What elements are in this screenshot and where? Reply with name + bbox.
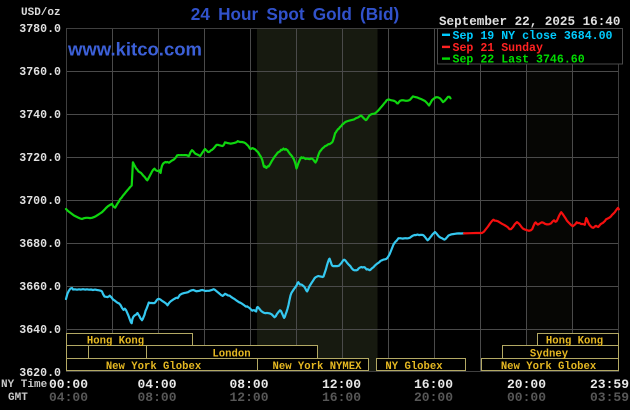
svg-text:12:00: 12:00 — [322, 377, 361, 392]
svg-text:3660.0: 3660.0 — [19, 281, 61, 294]
svg-text:3760.0: 3760.0 — [19, 66, 61, 79]
svg-text:NY Globex: NY Globex — [385, 361, 443, 373]
svg-text:00:00: 00:00 — [49, 377, 88, 392]
svg-text:20:00: 20:00 — [507, 377, 546, 392]
svg-text:Sydney: Sydney — [530, 348, 569, 360]
svg-text:23:59: 23:59 — [590, 377, 629, 392]
svg-text:04:00: 04:00 — [137, 377, 176, 392]
svg-text:04:00: 04:00 — [49, 390, 88, 405]
svg-text:16:00: 16:00 — [414, 377, 453, 392]
svg-text:Hong Kong: Hong Kong — [546, 335, 603, 347]
svg-text:08:00: 08:00 — [137, 390, 176, 405]
svg-text:3780.0: 3780.0 — [19, 23, 61, 36]
svg-text:20:00: 20:00 — [414, 390, 453, 405]
svg-text:New York Globex: New York Globex — [501, 361, 597, 373]
svg-text:03:59: 03:59 — [590, 390, 629, 405]
svg-text:www.kitco.com: www.kitco.com — [67, 39, 202, 60]
svg-text:3640.0: 3640.0 — [19, 324, 61, 337]
svg-text:3720.0: 3720.0 — [19, 152, 61, 165]
svg-text:GMT: GMT — [8, 392, 28, 404]
svg-text:Sep 19 NY close 3684.00: Sep 19 NY close 3684.00 — [453, 30, 613, 43]
svg-text:Hong Kong: Hong Kong — [87, 335, 144, 347]
svg-text:3680.0: 3680.0 — [19, 238, 61, 251]
svg-text:3620.0: 3620.0 — [19, 367, 61, 380]
svg-text:12:00: 12:00 — [229, 390, 268, 405]
svg-text:Sep 21 Sunday: Sep 21 Sunday — [453, 42, 543, 55]
svg-text:Sep 22 Last 3746.60: Sep 22 Last 3746.60 — [453, 54, 585, 67]
svg-text:NY Time: NY Time — [1, 379, 48, 391]
svg-text:New York Globex: New York Globex — [106, 361, 202, 373]
svg-text:USD/oz: USD/oz — [21, 7, 61, 19]
svg-text:September 22, 2025 16:40: September 22, 2025 16:40 — [439, 15, 620, 29]
svg-text:08:00: 08:00 — [229, 377, 268, 392]
svg-text:24 Hour Spot Gold (Bid): 24 Hour Spot Gold (Bid) — [191, 4, 399, 24]
svg-text:New York NYMEX: New York NYMEX — [272, 361, 362, 373]
svg-text:3700.0: 3700.0 — [19, 195, 61, 208]
svg-text:London: London — [212, 348, 250, 360]
svg-text:3740.0: 3740.0 — [19, 109, 61, 122]
svg-text:16:00: 16:00 — [322, 390, 361, 405]
svg-text:00:00: 00:00 — [507, 390, 546, 405]
